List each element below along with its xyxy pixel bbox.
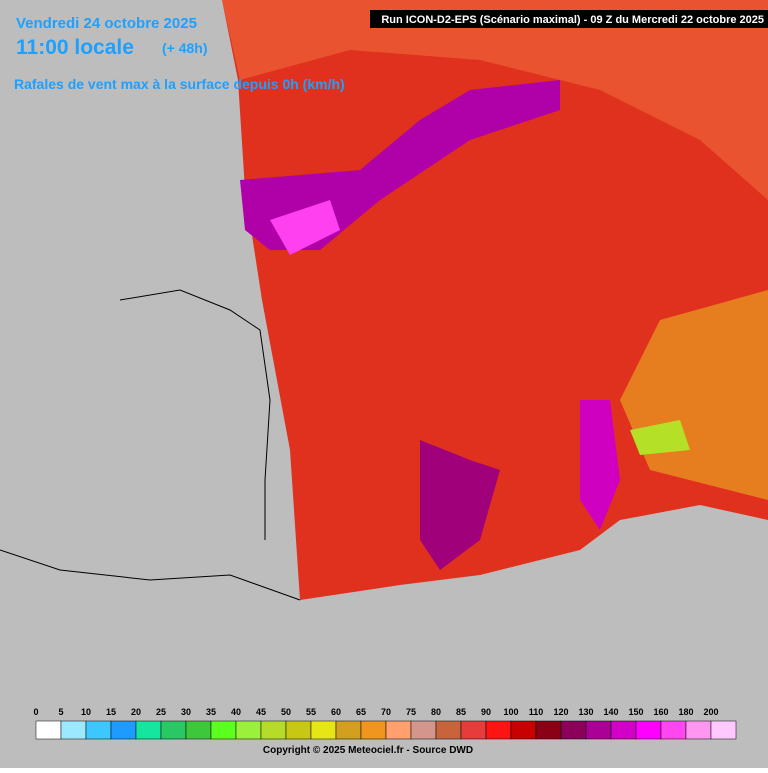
coastline: [0, 549, 301, 601]
legend-label: 120: [553, 707, 568, 717]
legend-swatch: [210, 720, 237, 740]
gust-zone: [630, 420, 690, 455]
legend-label: 80: [431, 707, 441, 717]
legend-swatch: [560, 720, 587, 740]
run-box: [370, 10, 768, 28]
legend-swatch: [110, 720, 137, 740]
legend-swatch: [335, 720, 362, 740]
legend-swatch: [260, 720, 287, 740]
legend-swatch: [160, 720, 187, 740]
legend-label: 0: [33, 707, 38, 717]
legend-swatch: [535, 720, 562, 740]
legend-label: 10: [81, 707, 91, 717]
legend-label: 90: [481, 707, 491, 717]
legend-label: 5: [58, 707, 63, 717]
legend-label: 180: [678, 707, 693, 717]
legend-swatch: [85, 720, 112, 740]
legend-swatch: [710, 720, 737, 740]
forecast-time: 11:00 locale: [16, 36, 134, 59]
forecast-area: [222, 0, 768, 600]
legend-label: 110: [529, 707, 544, 717]
legend-label: 50: [281, 707, 291, 717]
forecast-date: Vendredi 24 octobre 2025: [16, 15, 197, 32]
legend-swatch: [285, 720, 312, 740]
coastline: [119, 289, 271, 540]
legend-swatch: [310, 720, 337, 740]
legend-label: 200: [703, 707, 718, 717]
legend-label: 30: [181, 707, 191, 717]
legend-swatch: [235, 720, 262, 740]
legend-label: 25: [156, 707, 166, 717]
copyright: Copyright © 2025 Meteociel.fr - Source D…: [263, 745, 473, 756]
legend-swatch: [610, 720, 637, 740]
legend-swatch: [685, 720, 712, 740]
legend-swatch: [385, 720, 412, 740]
legend-label: 65: [356, 707, 366, 717]
gust-zone: [420, 440, 500, 570]
parameter: Rafales de vent max à la surface depuis …: [14, 76, 345, 92]
legend-label: 140: [603, 707, 618, 717]
legend-swatch: [135, 720, 162, 740]
legend-label: 60: [331, 707, 341, 717]
legend-label: 40: [231, 707, 241, 717]
legend-swatch: [360, 720, 387, 740]
legend-swatch: [460, 720, 487, 740]
legend-swatch: [660, 720, 687, 740]
legend-swatch: [510, 720, 537, 740]
legend-swatch: [435, 720, 462, 740]
legend-label: 85: [456, 707, 466, 717]
legend-label: 35: [206, 707, 216, 717]
legend-label: 75: [406, 707, 416, 717]
gust-zone: [580, 400, 620, 530]
legend-swatch: [585, 720, 612, 740]
legend-label: 20: [131, 707, 141, 717]
gust-zone: [270, 200, 340, 255]
legend-swatch: [410, 720, 437, 740]
legend-label: 45: [256, 707, 266, 717]
lead-time: (+ 48h): [162, 40, 208, 56]
legend-label: 15: [106, 707, 116, 717]
legend-label: 55: [306, 707, 316, 717]
run-info: Run ICON-D2-EPS (Scénario maximal) - 09 …: [381, 14, 764, 26]
legend-swatch: [485, 720, 512, 740]
legend-label: 150: [628, 707, 643, 717]
legend-label: 130: [578, 707, 593, 717]
legend-swatch: [185, 720, 212, 740]
legend-label: 160: [653, 707, 668, 717]
legend-label: 70: [381, 707, 391, 717]
legend-swatch: [60, 720, 87, 740]
legend: 0 5 10 15 20 25 30 35 40 45 50 55 60 65 70 75 80 85 90 100 1…: [33, 707, 737, 740]
gust-zone: [222, 0, 768, 200]
legend-swatch: [635, 720, 662, 740]
legend-label: 100: [503, 707, 518, 717]
legend-swatch: [35, 720, 62, 740]
